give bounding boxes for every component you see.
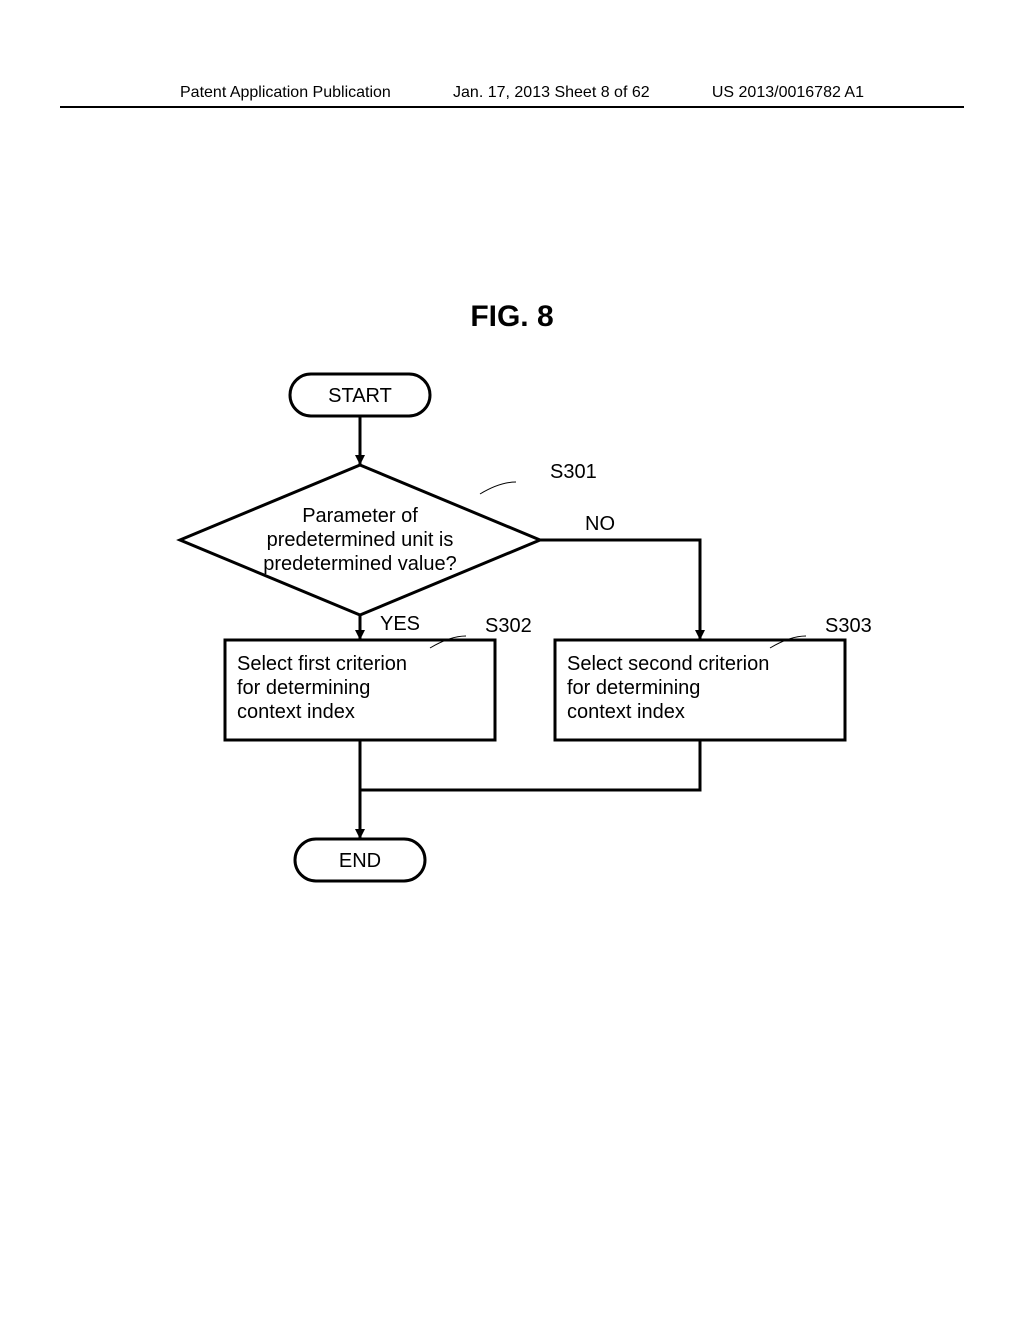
- flowchart-canvas: YES NO START Parameter ofpredetermined unit…: [140, 370, 880, 890]
- svg-text:END: END: [339, 850, 381, 872]
- flowchart-svg: YES NO START Parameter ofpredetermined unit…: [140, 370, 880, 890]
- svg-text:START: START: [328, 385, 392, 407]
- flow-edge: [360, 740, 700, 790]
- svg-text:for determining: for determining: [237, 677, 370, 699]
- step-label: S303: [825, 615, 872, 637]
- svg-text:for determining: for determining: [567, 677, 700, 699]
- edge-label: YES: [380, 613, 420, 635]
- header-right: US 2013/0016782 A1: [712, 84, 864, 102]
- svg-text:context index: context index: [237, 701, 355, 723]
- header-left: Patent Application Publication: [180, 84, 391, 102]
- page-header: Patent Application Publication Jan. 17, …: [60, 84, 964, 108]
- svg-text:context index: context index: [567, 701, 685, 723]
- figure-title: FIG. 8: [0, 300, 1024, 334]
- flow-edge: [540, 540, 700, 640]
- header-center: Jan. 17, 2013 Sheet 8 of 62: [453, 84, 650, 102]
- svg-text:Parameter of: Parameter of: [302, 505, 418, 527]
- edge-label: NO: [585, 513, 615, 535]
- svg-text:predetermined value?: predetermined value?: [263, 553, 456, 575]
- flow-node-end: END: [295, 839, 425, 881]
- step-label: S302: [485, 615, 532, 637]
- step-label: S301: [550, 461, 597, 483]
- flow-node-start: START: [290, 374, 430, 416]
- svg-text:Select second criterion: Select second criterion: [567, 653, 769, 675]
- svg-text:predetermined unit is: predetermined unit is: [267, 529, 454, 551]
- flow-node-proc2: Select second criterionfor determiningco…: [555, 615, 872, 740]
- flow-node-decision: Parameter ofpredetermined unit ispredete…: [180, 461, 597, 615]
- svg-text:Select first criterion: Select first criterion: [237, 653, 407, 675]
- flow-node-proc1: Select first criterionfor determiningcon…: [225, 615, 532, 740]
